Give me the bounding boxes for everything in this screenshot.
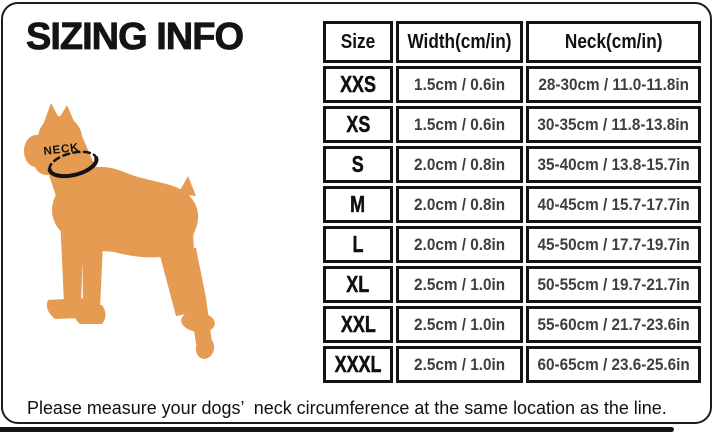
neck-cell: 40-45cm / 15.7-17.7in xyxy=(525,186,702,223)
neck-cell: 35-40cm / 13.8-15.7in xyxy=(525,146,702,183)
size-cell: L xyxy=(323,226,393,263)
neck-cell: 50-55cm / 19.7-21.7in xyxy=(525,266,702,303)
dog-rear-paw-far xyxy=(195,337,215,359)
size-cell-text: M xyxy=(350,191,366,218)
table-row: XXS 1.5cm / 0.6in 28-30cm / 11.0-11.8in xyxy=(323,66,702,103)
dog-silhouette-svg: NECK xyxy=(24,103,215,359)
size-cell-text: XL xyxy=(346,271,370,298)
table-row: S 2.0cm / 0.8in 35-40cm / 13.8-15.7in xyxy=(323,146,702,183)
width-cell: 2.5cm / 1.0in xyxy=(396,266,523,303)
dog-front-leg-near xyxy=(60,216,84,304)
size-cell-text: XXL xyxy=(340,311,376,338)
table-row: L 2.0cm / 0.8in 45-50cm / 17.7-19.7in xyxy=(323,226,702,263)
dog-front-leg-far xyxy=(82,218,104,310)
size-cell-text: S xyxy=(352,151,364,178)
width-cell-text: 2.0cm / 0.8in xyxy=(413,194,505,214)
size-cell-text: XXS xyxy=(340,71,376,98)
width-cell: 2.5cm / 1.0in xyxy=(396,306,523,343)
table-row: XXL 2.5cm / 1.0in 55-60cm / 21.7-23.6in xyxy=(323,306,702,343)
size-cell-text: L xyxy=(352,231,364,258)
neck-cell: 28-30cm / 11.0-11.8in xyxy=(525,66,702,103)
header-width: Width(cm/in) xyxy=(396,21,523,63)
neck-cell-text: 60-65cm / 23.6-25.6in xyxy=(537,354,690,374)
neck-cell-text: 30-35cm / 11.8-13.8in xyxy=(537,114,690,134)
collar-dashed-arc xyxy=(48,150,98,172)
width-cell-text: 2.5cm / 1.0in xyxy=(413,314,505,334)
dog-rear-leg-near xyxy=(158,248,198,316)
neck-cell-text: 55-60cm / 21.7-23.6in xyxy=(537,314,690,334)
width-cell: 2.5cm / 1.0in xyxy=(396,346,523,383)
neck-cell-text: 40-45cm / 15.7-17.7in xyxy=(537,194,690,214)
neck-measure-line xyxy=(47,150,99,179)
width-cell-text: 2.5cm / 1.0in xyxy=(413,274,505,294)
size-table-body: XXS 1.5cm / 0.6in 28-30cm / 11.0-11.8in XS 1… xyxy=(323,66,702,383)
width-cell-text: 2.0cm / 0.8in xyxy=(413,154,505,174)
width-cell: 2.0cm / 0.8in xyxy=(396,146,523,183)
width-cell-text: 2.5cm / 1.0in xyxy=(413,354,505,374)
measure-note: Please measure your dogs’ neck circumfer… xyxy=(27,397,667,418)
width-cell-text: 1.5cm / 0.6in xyxy=(413,74,505,94)
dog-illustration: NECK xyxy=(20,98,250,360)
header-size: Size xyxy=(323,21,393,63)
dog-rear-thigh xyxy=(138,198,194,254)
size-cell: M xyxy=(323,186,393,223)
size-cell: XXL xyxy=(323,306,393,343)
size-cell: XXS xyxy=(323,66,393,103)
neck-cell-text: 50-55cm / 19.7-21.7in xyxy=(537,274,690,294)
neck-cell-text: 35-40cm / 13.8-15.7in xyxy=(537,154,690,174)
dog-tail xyxy=(178,176,196,196)
sizing-table: Size Width(cm/in) Neck(cm/in) XXS 1.5cm /… xyxy=(320,18,704,386)
width-cell: 2.0cm / 0.8in xyxy=(396,226,523,263)
collar-solid-arc xyxy=(47,156,99,179)
sizing-table-container: Size Width(cm/in) Neck(cm/in) XXS 1.5cm /… xyxy=(320,18,704,386)
width-cell: 1.5cm / 0.6in xyxy=(396,106,523,143)
table-header-row: Size Width(cm/in) Neck(cm/in) xyxy=(323,21,702,63)
table-row: XXXL 2.5cm / 1.0in 60-65cm / 23.6-25.6in xyxy=(323,346,702,383)
neck-cell-text: 45-50cm / 17.7-19.7in xyxy=(537,234,690,254)
bottom-edge-strip xyxy=(0,427,674,432)
dog-front-paw-far xyxy=(73,305,106,324)
width-cell: 2.0cm / 0.8in xyxy=(396,186,523,223)
dog-rear-leg-far xyxy=(178,246,212,344)
size-cell-text: XS xyxy=(346,111,370,138)
width-cell: 1.5cm / 0.6in xyxy=(396,66,523,103)
table-row: XS 1.5cm / 0.6in 30-35cm / 11.8-13.8in xyxy=(323,106,702,143)
table-row: M 2.0cm / 0.8in 40-45cm / 15.7-17.7in xyxy=(323,186,702,223)
width-cell-text: 2.0cm / 0.8in xyxy=(413,234,505,254)
neck-cell-text: 28-30cm / 11.0-11.8in xyxy=(538,74,689,94)
size-cell-text: XXXL xyxy=(334,351,382,378)
width-cell-text: 1.5cm / 0.6in xyxy=(413,114,505,134)
page-title: SIZING INFO xyxy=(26,16,245,59)
neck-cell: 30-35cm / 11.8-13.8in xyxy=(525,106,702,143)
size-cell: S xyxy=(323,146,393,183)
size-cell: XXXL xyxy=(323,346,393,383)
size-cell: XL xyxy=(323,266,393,303)
header-neck: Neck(cm/in) xyxy=(525,21,702,63)
table-row: XL 2.5cm / 1.0in 50-55cm / 19.7-21.7in xyxy=(323,266,702,303)
neck-cell: 45-50cm / 17.7-19.7in xyxy=(525,226,702,263)
neck-label: NECK xyxy=(43,142,80,158)
neck-cell: 60-65cm / 23.6-25.6in xyxy=(525,346,702,383)
neck-cell: 55-60cm / 21.7-23.6in xyxy=(525,306,702,343)
size-cell: XS xyxy=(323,106,393,143)
dog-body-shapes xyxy=(24,103,215,359)
